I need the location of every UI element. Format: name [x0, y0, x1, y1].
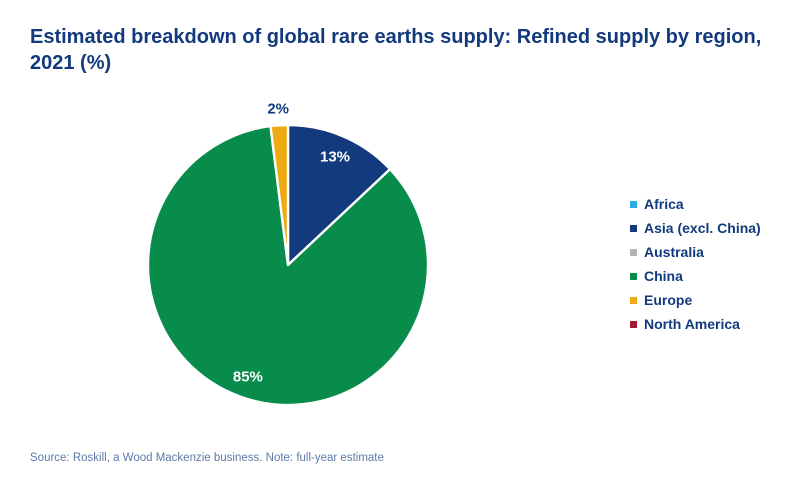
legend-label-africa: Africa	[644, 196, 684, 212]
legend-swatch-europe	[630, 296, 637, 304]
pie-slice-europe	[269, 123, 290, 267]
legend-item-europe: Europe	[630, 288, 761, 312]
source-note: Source: Roskill, a Wood Mackenzie busine…	[30, 452, 384, 464]
legend-swatch-north-america	[630, 320, 637, 328]
legend-item-australia: Australia	[630, 240, 761, 264]
pie-slice-asia-excl-china	[286, 123, 392, 267]
legend-swatch-australia	[630, 248, 637, 256]
pie-label-europe: 2%	[267, 101, 289, 118]
legend-label-china: China	[644, 268, 683, 284]
legend-item-asia-excl-china: Asia (excl. China)	[630, 216, 761, 240]
legend: Africa Asia (excl. China) Australia China Eu…	[630, 192, 761, 336]
legend-item-north-america: North America	[630, 312, 761, 336]
pie-label-asia-excl-china: 13%	[320, 148, 350, 165]
legend-swatch-asia-excl-china	[630, 224, 637, 232]
legend-item-africa: Africa	[630, 192, 761, 216]
legend-swatch-china	[630, 272, 637, 280]
pie-label-china: 85%	[233, 368, 263, 385]
chart-title: Estimated breakdown of global rare earth…	[30, 26, 762, 74]
legend-label-europe: Europe	[644, 292, 693, 308]
legend-label-north-america: North America	[644, 316, 740, 332]
legend-label-australia: Australia	[644, 244, 704, 260]
legend-label-asia-excl-china: Asia (excl. China)	[644, 220, 761, 236]
legend-item-china: China	[630, 264, 761, 288]
legend-swatch-africa	[630, 200, 637, 208]
